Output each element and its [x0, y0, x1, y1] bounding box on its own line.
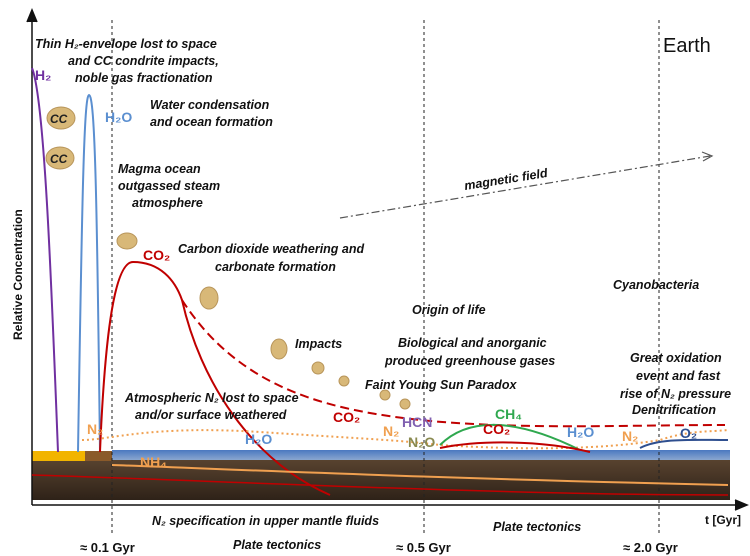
annotation: Faint Young Sun Paradox: [365, 378, 517, 392]
species-label: H₂O: [245, 431, 272, 447]
curves: [31, 67, 729, 496]
annotation: Water condensation: [150, 98, 270, 112]
species-label: N₂: [622, 428, 638, 444]
time-mark: ≈ 0.1 Gyr: [80, 540, 135, 555]
y-axis-label: Relative Concentration: [11, 209, 25, 340]
species-label: CO₂: [483, 421, 510, 437]
species-labels: H₂ CC CC H₂O CO₂ N₂ NH₄ H₂O CO₂ N₂ HCN N…: [35, 67, 697, 470]
annotation: Carbon dioxide weathering and: [178, 242, 364, 256]
species-label: CO₂: [143, 247, 170, 263]
species-label: N₂O: [408, 434, 435, 450]
axes: [26, 8, 749, 511]
species-label: H₂O: [105, 109, 132, 125]
annotation: Plate tectonics: [493, 520, 581, 534]
species-label: H₂O: [567, 424, 594, 440]
species-label: CC: [50, 112, 68, 126]
annotation: Denitrification: [632, 403, 716, 417]
annotation: Biological and anorganic: [398, 336, 547, 350]
species-label: HCN: [402, 414, 432, 430]
annotation: Magma ocean: [118, 162, 201, 176]
annotation: outgassed steam: [118, 179, 220, 193]
annotation: event and fast: [636, 369, 721, 383]
annotations: Thin H₂-envelope lost to space and CC co…: [35, 37, 731, 552]
annotation: magnetic field: [463, 166, 549, 193]
species-label: H₂: [35, 67, 51, 83]
annotation: Plate tectonics: [233, 538, 321, 552]
species-label: CC: [50, 152, 68, 166]
annotation: noble gas fractionation: [75, 71, 213, 85]
annotation: and/or surface weathered: [135, 408, 287, 422]
species-label: N₂: [383, 423, 399, 439]
rocks: [45, 106, 411, 410]
species-label: N₂: [87, 421, 103, 437]
annotation: Cyanobacteria: [613, 278, 699, 292]
annotation: carbonate formation: [215, 260, 336, 274]
species-label: O₂: [680, 425, 697, 441]
annotation: produced greenhouse gases: [384, 354, 555, 368]
annotation: atmosphere: [132, 196, 203, 210]
annotation: Impacts: [295, 337, 342, 351]
annotation: N₂ specification in upper mantle fluids: [152, 514, 379, 528]
x-axis-label: t [Gyr]: [705, 513, 741, 527]
title: Earth: [663, 35, 711, 57]
era-lines: [111, 20, 660, 535]
annotation: rise of N₂ pressure: [620, 387, 731, 401]
species-label: NH₄: [140, 454, 167, 470]
species-label: CO₂: [333, 409, 360, 425]
annotation: and CC condrite impacts,: [68, 54, 219, 68]
annotation: Thin H₂-envelope lost to space: [35, 37, 217, 51]
annotation: Great oxidation: [630, 351, 722, 365]
annotation: Atmospheric N₂ lost to space: [124, 391, 299, 405]
annotation: Origin of life: [412, 303, 486, 317]
time-mark: ≈ 0.5 Gyr: [396, 540, 451, 555]
annotation: and ocean formation: [150, 115, 273, 129]
species-label: CH₄: [495, 406, 522, 422]
time-mark: ≈ 2.0 Gyr: [623, 540, 678, 555]
